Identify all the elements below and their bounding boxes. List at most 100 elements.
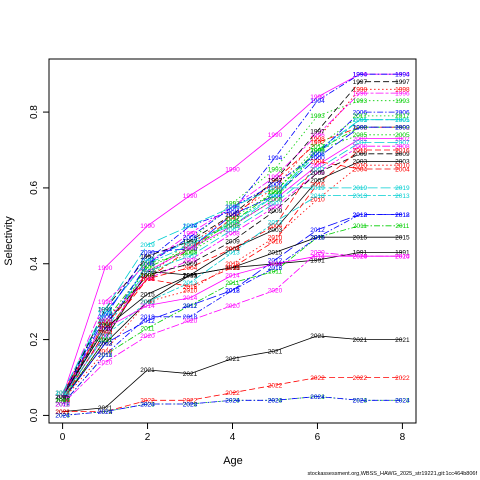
point-label-2007-age-5: 2007 <box>268 200 283 207</box>
point-label-1991-age-4: 1991 <box>225 265 240 272</box>
point-label-2016-age-8: 2016 <box>395 147 410 154</box>
point-label-2000-age-7: 2000 <box>353 125 368 132</box>
point-label-2006-age-8: 2006 <box>395 109 410 116</box>
point-label-1997-age-4: 1997 <box>225 212 240 219</box>
point-label-2002-age-2: 2002 <box>140 269 155 276</box>
y-tick-label: 0.0 <box>29 408 40 422</box>
point-label-2018-age-1: 2018 <box>98 352 113 359</box>
point-label-1999-age-8: 1999 <box>395 125 410 132</box>
point-label-2021-age-8: 2021 <box>395 337 410 344</box>
point-label-1992-age-4: 1992 <box>225 216 240 223</box>
point-label-1994-age-6: 1994 <box>310 98 325 105</box>
point-label-2019-age-8: 2019 <box>395 185 410 192</box>
point-label-2009-age-5: 2009 <box>268 208 283 215</box>
series-line-2020 <box>62 251 403 405</box>
point-label-2008-age-0: 2008 <box>55 394 70 401</box>
point-label-2007-age-6: 2007 <box>310 166 325 173</box>
point-label-2001-age-3: 2001 <box>183 242 198 249</box>
point-label-2009-age-0: 2009 <box>55 394 70 401</box>
point-label-2017-age-7: 2017 <box>353 113 368 120</box>
point-label-2016-age-3: 2016 <box>183 284 198 291</box>
point-label-1995-age-1: 1995 <box>98 310 113 317</box>
point-label-2013-age-5: 2013 <box>268 219 283 226</box>
point-label-1997-age-1: 1997 <box>98 307 113 314</box>
x-tick-label: 4 <box>230 432 236 443</box>
point-label-2014-age-1: 2014 <box>98 326 113 333</box>
point-label-2011-age-1: 2011 <box>98 352 112 359</box>
point-label-2022-age-1: 2022 <box>98 409 113 416</box>
point-label-2005-age-1: 2005 <box>98 322 113 329</box>
series-line-2008 <box>62 145 403 397</box>
point-label-2013-age-6: 2013 <box>310 193 325 200</box>
point-label-1994-age-4: 1994 <box>225 208 240 215</box>
point-label-1993-age-8: 1993 <box>395 98 410 105</box>
series-line-2011 <box>62 225 403 405</box>
point-label-1997-age-5: 1997 <box>268 178 283 185</box>
point-label-2018-age-3: 2018 <box>183 314 198 321</box>
point-label-2012-age-7: 2012 <box>353 212 368 219</box>
point-label-2001-age-6: 2001 <box>310 151 325 158</box>
point-label-2008-age-8: 2008 <box>395 144 410 151</box>
point-label-1991-age-7: 1991 <box>353 250 368 257</box>
point-label-2020-age-6: 2020 <box>310 250 325 257</box>
point-label-2011-age-7: 2011 <box>353 223 367 230</box>
point-label-2022-age-3: 2022 <box>183 398 198 405</box>
point-label-2014-age-2: 2014 <box>140 303 155 310</box>
point-label-1990-age-4: 1990 <box>225 166 240 173</box>
series-line-2014 <box>62 255 403 397</box>
point-label-1996-age-3: 1996 <box>183 231 198 238</box>
point-label-1996-age-6: 1996 <box>310 132 325 139</box>
point-label-2014-age-8: 2014 <box>395 254 410 261</box>
point-label-2003-age-3: 2003 <box>183 272 198 279</box>
point-label-2024-age-2: 2024 <box>140 401 155 408</box>
point-label-1994-age-1: 1994 <box>98 310 113 317</box>
point-label-2002-age-8: 2002 <box>395 136 410 143</box>
point-label-2012-age-0: 2012 <box>55 398 70 405</box>
point-label-2005-age-5: 2005 <box>268 197 283 204</box>
y-tick-label: 0.6 <box>29 181 40 195</box>
series-line-2024 <box>62 396 403 416</box>
point-label-2023-age-0: 2023 <box>55 413 70 420</box>
point-label-1994-age-0: 1994 <box>55 394 70 401</box>
point-label-1994-age-5: 1994 <box>268 155 283 162</box>
point-label-2015-age-8: 2015 <box>395 235 410 242</box>
point-label-2020-age-7: 2020 <box>353 254 368 261</box>
series-line-2012 <box>62 214 403 401</box>
point-label-1990-age-5: 1990 <box>268 132 283 139</box>
footer-source-note: stockassessment.org,WBSS_HAWG_2025_str19… <box>307 471 477 477</box>
point-label-2018-age-2: 2018 <box>140 314 155 321</box>
point-label-1990-age-1: 1990 <box>98 265 113 272</box>
series-line-2022 <box>62 377 403 413</box>
point-label-2005-age-4: 2005 <box>225 223 240 230</box>
point-label-1998-age-5: 1998 <box>268 185 283 192</box>
point-label-1998-age-1: 1998 <box>98 318 113 325</box>
series-line-2000 <box>62 126 403 397</box>
x-axis: 0 2 4 6 8 <box>60 422 406 443</box>
point-label-2018-age-4: 2018 <box>225 288 240 295</box>
point-label-1990-age-0: 1990 <box>55 394 70 401</box>
point-label-2011-age-3: 2011 <box>183 303 197 310</box>
point-label-2012-age-6: 2012 <box>310 227 325 234</box>
point-label-2003-age-6: 2003 <box>310 178 325 185</box>
point-label-2022-age-6: 2022 <box>310 375 325 382</box>
point-label-2007-age-4: 2007 <box>225 227 240 234</box>
point-label-1991-age-5: 1991 <box>268 261 283 268</box>
point-label-2010-age-5: 2010 <box>268 235 283 242</box>
point-label-2012-age-1: 2012 <box>98 341 113 348</box>
point-label-1999-age-2: 1999 <box>140 265 155 272</box>
point-label-2002-age-3: 2002 <box>183 246 198 253</box>
point-label-1996-age-4: 1996 <box>225 204 240 211</box>
point-label-1990-age-7: 1990 <box>353 72 368 79</box>
point-label-2006-age-5: 2006 <box>268 181 283 188</box>
point-label-2016-age-0: 2016 <box>55 390 70 397</box>
point-label-1996-age-0: 1996 <box>55 394 70 401</box>
point-label-1990-age-2: 1990 <box>140 223 155 230</box>
point-label-1995-age-8: 1995 <box>395 117 410 124</box>
series-line-1999 <box>62 126 403 397</box>
point-label-2007-age-3: 2007 <box>183 254 198 261</box>
point-label-2002-age-6: 2002 <box>310 163 325 170</box>
point-label-2013-age-1: 2013 <box>98 333 113 340</box>
point-label-2009-age-4: 2009 <box>225 238 240 245</box>
x-tick-label: 6 <box>315 432 321 443</box>
point-label-2004-age-8: 2004 <box>395 166 410 173</box>
